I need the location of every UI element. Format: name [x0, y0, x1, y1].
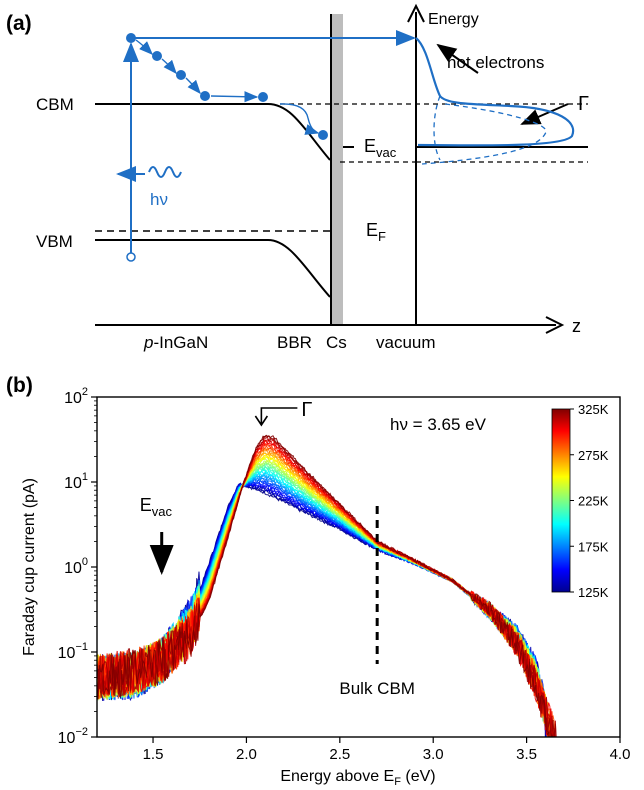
energy-axis-arrowhead — [407, 3, 425, 23]
photon-wave — [148, 166, 182, 178]
colorbar — [551, 408, 571, 593]
bbr-label: BBR — [277, 333, 312, 352]
x-tick-label: 2.5 — [329, 746, 350, 763]
spectrum-curve — [97, 438, 556, 737]
energy-distribution-solid — [415, 37, 575, 147]
spectrum-curve — [97, 439, 556, 737]
hv-label: hν — [150, 190, 168, 209]
gamma-annotation: Γ — [301, 399, 312, 421]
evac-label: Evac — [364, 136, 397, 160]
spectrum-curve — [97, 434, 557, 737]
vacuum-label: vacuum — [376, 333, 436, 352]
spectrum-curve — [97, 442, 555, 737]
colorbar-labels: 325K 275K 225K 175K 125K — [570, 402, 609, 600]
cbm-band — [95, 103, 331, 161]
energy-axis-label: Energy — [428, 11, 479, 28]
vbm-label: VBM — [36, 232, 73, 251]
cs-label: Cs — [326, 333, 347, 352]
x-tick-label: 3.5 — [516, 746, 537, 763]
y-tick-label: 100 — [64, 556, 88, 577]
spectrum-curve — [97, 483, 547, 737]
x-tick-label: 4.0 — [610, 746, 631, 763]
colorbar-label: 225K — [578, 494, 609, 509]
hot-electrons-arrow — [436, 43, 479, 74]
spectrum-curve — [97, 443, 555, 737]
spectrum-curve — [97, 483, 547, 737]
vbm-band — [95, 239, 331, 298]
panel-a: (a) z Energy CBM VBM Evac EF p-InGaN BBR… — [6, 3, 589, 352]
distribution-dashed-outer — [421, 103, 547, 165]
x-tick-label: 1.5 — [143, 746, 164, 763]
x-tick-label: 2.0 — [236, 746, 257, 763]
cs-layer — [332, 14, 343, 324]
colorbar-label: 125K — [578, 585, 609, 600]
p-ingan-label: p-InGaN — [143, 333, 208, 352]
panel-b: (b) Faraday cup current (pA) Energy abov… — [6, 374, 630, 788]
x-axis-label: Energy above EF (eV) — [280, 768, 435, 788]
y-axis-label: Faraday cup current (pA) — [21, 478, 38, 656]
y-tick-label: 101 — [64, 471, 88, 492]
axis-ticks: 1.5 2.0 2.5 3.0 3.5 4.0 10−2 10−1 100 101 102 — [58, 386, 631, 763]
spectrum-curves — [97, 434, 557, 737]
evac-annotation: Evac — [140, 495, 173, 519]
photon-energy-annotation: hν = 3.65 eV — [390, 415, 487, 434]
panel-a-label: (a) — [6, 12, 32, 35]
distribution-dashed-inner — [433, 95, 441, 161]
electron-path: hν — [116, 30, 416, 262]
colorbar-label: 175K — [578, 539, 609, 554]
y-tick-label: 10−1 — [58, 641, 88, 662]
z-axis-arrowhead — [545, 316, 565, 334]
y-tick-label: 10−2 — [58, 726, 88, 747]
cbm-label: CBM — [36, 95, 74, 114]
electron-6 — [318, 130, 328, 140]
electron-1 — [126, 33, 136, 43]
spectrum-curve — [97, 434, 557, 737]
z-axis-label: z — [572, 316, 581, 336]
gamma-annotation-arrow — [254, 407, 298, 427]
panel-b-label: (b) — [6, 374, 33, 397]
y-tick-label: 102 — [64, 386, 88, 407]
hole — [126, 252, 136, 262]
spectrum-curve — [97, 435, 557, 737]
spectrum-curve — [97, 439, 556, 737]
colorbar-label: 275K — [578, 448, 609, 463]
plot-frame — [96, 396, 621, 738]
electron-5 — [258, 92, 268, 102]
bulk-cbm-label: Bulk CBM — [339, 679, 415, 698]
colorbar-label: 325K — [578, 402, 609, 417]
x-tick-label: 3.0 — [423, 746, 444, 763]
gamma-arrow — [520, 103, 569, 125]
ef-label: EF — [366, 220, 386, 244]
spectrum-curve — [97, 482, 547, 737]
gamma-label: Γ — [578, 93, 589, 115]
electron-2 — [152, 51, 162, 61]
electron-3 — [176, 70, 186, 80]
spectrum-curve — [97, 482, 546, 737]
electron-4 — [200, 91, 210, 101]
